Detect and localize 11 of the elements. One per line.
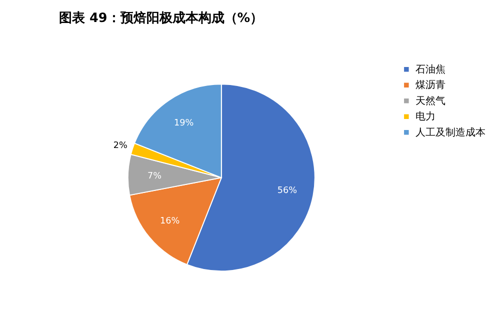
- data-label: 16%: [160, 216, 180, 226]
- data-label: 56%: [277, 186, 297, 196]
- legend-label: 石油焦: [415, 63, 446, 76]
- legend-label: 电力: [415, 110, 436, 123]
- data-label: 19%: [174, 118, 194, 128]
- legend-label: 天然气: [415, 94, 446, 107]
- data-label: 7%: [148, 172, 162, 182]
- legend-label: 煤沥青: [415, 79, 446, 92]
- data-label: 2%: [113, 140, 128, 151]
- chart-title: 图表 49：预焙阳极成本构成（%）: [59, 10, 264, 26]
- legend-label: 人工及制造成本: [415, 126, 486, 138]
